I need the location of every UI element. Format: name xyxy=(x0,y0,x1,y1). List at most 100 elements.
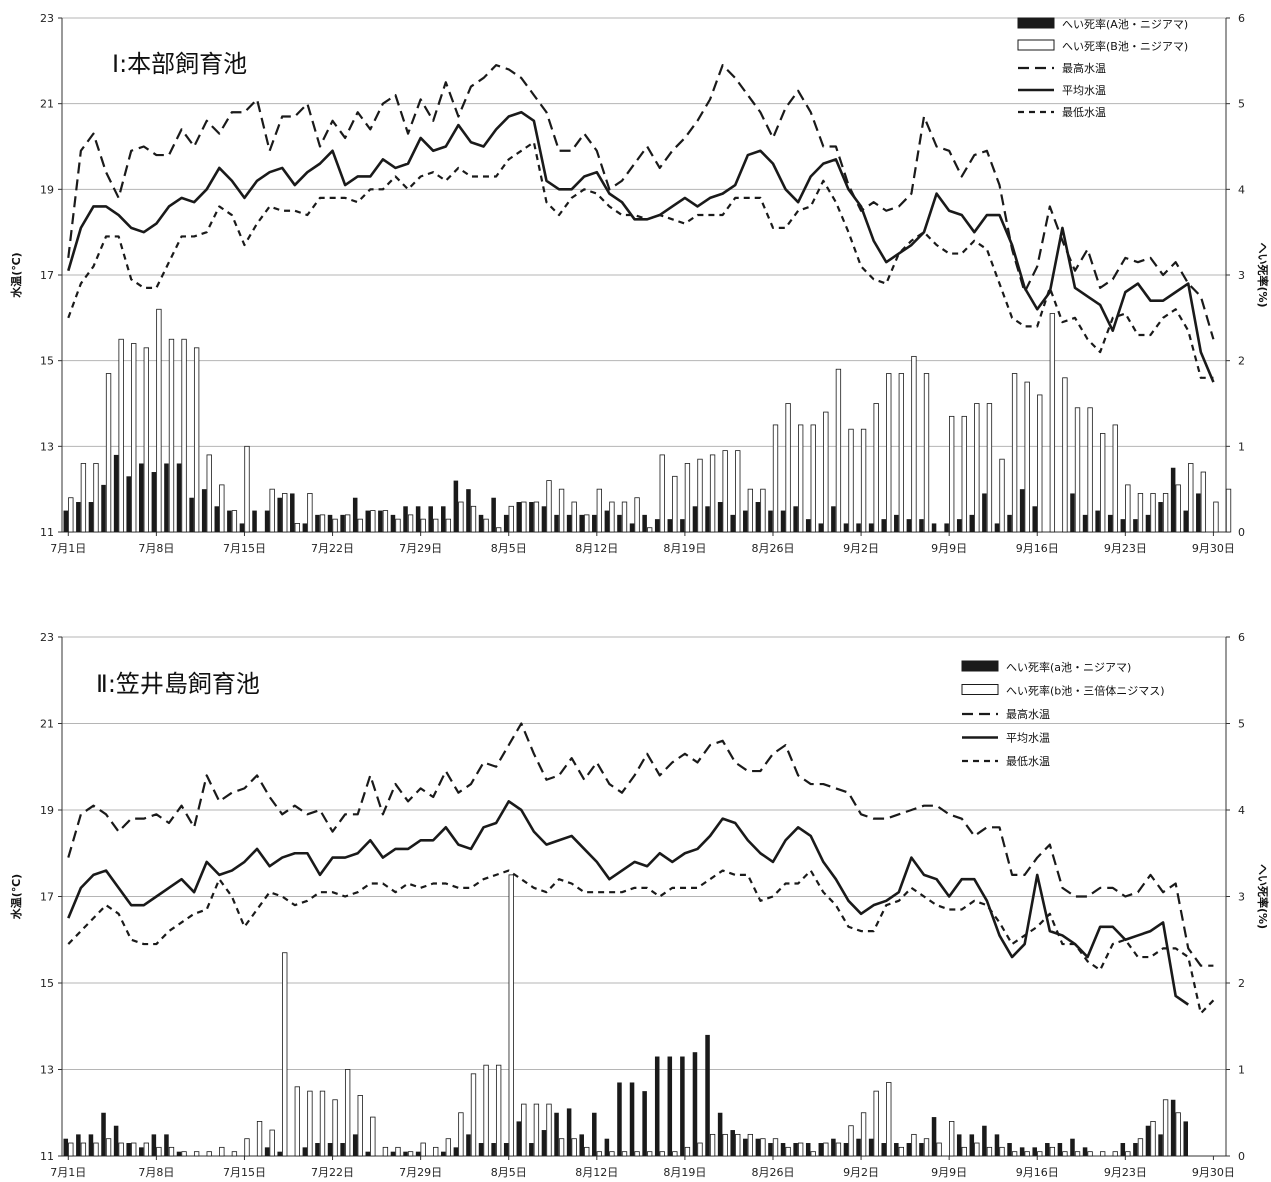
bar-a xyxy=(1170,467,1176,532)
bar-b xyxy=(420,518,426,533)
legend-label: 最低水温 xyxy=(1062,106,1106,119)
bar-b xyxy=(219,484,225,533)
bar-a xyxy=(843,1143,849,1156)
bar-b xyxy=(647,527,653,533)
line-min-temp xyxy=(67,141,1214,379)
bar-b xyxy=(999,458,1005,533)
legend-label: 平均水温 xyxy=(1006,732,1050,745)
bar-a xyxy=(755,502,761,532)
bar-a xyxy=(894,1143,899,1156)
bar-a xyxy=(831,1138,836,1156)
chart-title: Ⅱ:笠井島飼育池 xyxy=(96,670,260,698)
bar-a xyxy=(1158,502,1163,532)
bar-b xyxy=(659,454,665,533)
bar-b xyxy=(470,1073,477,1157)
bar-b xyxy=(445,1138,451,1157)
bar-a xyxy=(793,506,798,532)
bar-b xyxy=(231,510,238,533)
bar-a xyxy=(768,1143,773,1156)
bar-b xyxy=(1175,1112,1181,1157)
bar-a xyxy=(566,1108,572,1156)
bar-a xyxy=(956,519,962,532)
bar-a xyxy=(365,510,371,532)
bar-a xyxy=(982,1125,987,1156)
x-tick-label: 9月30日 xyxy=(1192,542,1235,555)
bar-a xyxy=(466,489,471,532)
bar-b xyxy=(206,1151,212,1157)
x-tick-label: 8月26日 xyxy=(751,1166,794,1179)
bar-a xyxy=(1133,1143,1138,1156)
bar-a xyxy=(415,506,421,532)
bar-a xyxy=(1070,493,1075,532)
bar-b xyxy=(156,308,162,533)
bar-a xyxy=(805,1143,811,1156)
bar-a xyxy=(931,1117,937,1156)
bar-b xyxy=(80,463,87,533)
y2-tick-label: 2 xyxy=(1238,977,1245,990)
bar-b xyxy=(131,343,137,533)
x-tick-label: 9月16日 xyxy=(1016,542,1059,555)
bar-a xyxy=(642,1091,647,1157)
bar-b xyxy=(93,1142,99,1157)
bar-a xyxy=(113,1125,119,1156)
bar-a xyxy=(1032,1147,1037,1156)
y2-tick-label: 4 xyxy=(1238,804,1245,817)
bar-a xyxy=(441,1151,446,1156)
bar-b xyxy=(609,1151,615,1157)
bar-a xyxy=(176,1151,182,1156)
bar-a xyxy=(1032,506,1037,532)
bar-b xyxy=(999,1146,1005,1157)
bar-a xyxy=(1133,519,1138,532)
bar-a xyxy=(680,519,685,532)
bar-a xyxy=(76,1134,81,1157)
bar-b xyxy=(445,518,451,533)
y-tick-label: 23 xyxy=(40,631,54,644)
bar-a xyxy=(894,514,899,532)
bar-a xyxy=(654,1056,660,1156)
bar-b xyxy=(747,1133,754,1157)
bar-b xyxy=(672,1151,678,1157)
bar-b xyxy=(584,514,590,533)
bar-b xyxy=(1100,433,1106,533)
legend-label: へい死率(A池・ニジアマ) xyxy=(1062,17,1188,31)
bar-b xyxy=(533,1103,540,1157)
bar-b xyxy=(508,874,514,1157)
y2-tick-label: 5 xyxy=(1238,718,1245,731)
bar-b xyxy=(571,1138,577,1157)
bar-b xyxy=(256,1121,263,1157)
bar-a xyxy=(113,454,119,532)
bar-a xyxy=(529,502,534,532)
bar-b xyxy=(495,1064,502,1157)
bar-b xyxy=(823,411,829,533)
bar-a xyxy=(554,1112,559,1156)
bar-b xyxy=(458,501,464,533)
y-tick-label: 15 xyxy=(40,977,54,990)
bar-a xyxy=(390,514,396,532)
bar-a xyxy=(667,519,673,532)
bar-b xyxy=(873,1090,879,1157)
bar-b xyxy=(634,1151,640,1157)
bar-a xyxy=(239,523,245,532)
y2-tick-label: 5 xyxy=(1238,98,1245,111)
bar-b xyxy=(986,1146,993,1157)
bar-b xyxy=(596,488,602,533)
bar-a xyxy=(1057,1143,1063,1156)
bar-b xyxy=(772,1138,779,1157)
bar-a xyxy=(315,514,320,532)
bar-b xyxy=(420,1142,426,1157)
x-tick-label: 7月8日 xyxy=(138,1166,174,1179)
bar-b xyxy=(395,518,401,533)
line-max-temp xyxy=(67,64,1215,340)
bar-b xyxy=(193,347,200,533)
bar-b xyxy=(344,514,351,533)
bar-a xyxy=(491,1143,496,1156)
bar-a xyxy=(730,514,735,532)
x-tick-label: 8月19日 xyxy=(663,542,706,555)
bar-a xyxy=(453,480,459,532)
bar-b xyxy=(558,1138,565,1157)
bar-a xyxy=(516,502,522,532)
bar-b xyxy=(294,1086,300,1157)
bar-b xyxy=(244,1138,250,1157)
bar-b xyxy=(1200,471,1207,533)
